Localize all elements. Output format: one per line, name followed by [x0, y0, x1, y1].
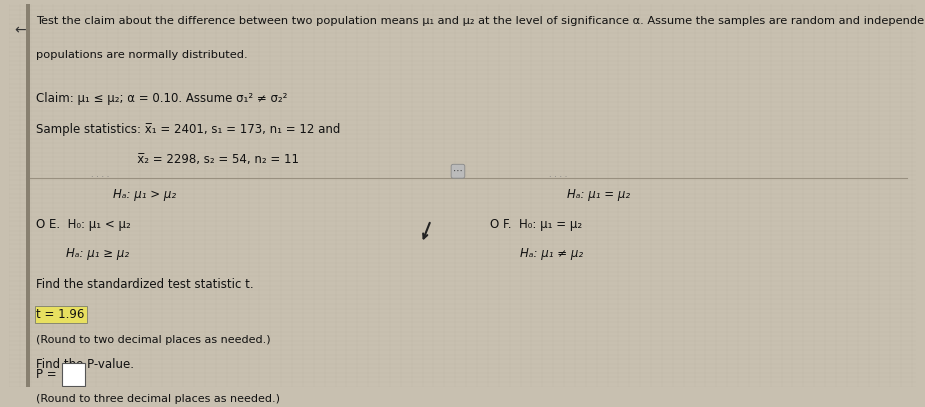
FancyBboxPatch shape — [26, 4, 31, 387]
Text: Find the standardized test statistic t.: Find the standardized test statistic t. — [36, 278, 254, 291]
Text: ⋯: ⋯ — [453, 166, 462, 176]
Text: (Round to three decimal places as needed.): (Round to three decimal places as needed… — [36, 394, 280, 404]
Text: O F.  H₀: μ₁ = μ₂: O F. H₀: μ₁ = μ₂ — [489, 218, 582, 231]
FancyBboxPatch shape — [62, 363, 85, 385]
Text: x̅₂ = 2298, s₂ = 54, n₂ = 11: x̅₂ = 2298, s₂ = 54, n₂ = 11 — [36, 153, 300, 166]
Text: · · · ·: · · · · — [91, 173, 109, 182]
Text: Find the P-value.: Find the P-value. — [36, 358, 134, 371]
Text: Claim: μ₁ ≤ μ₂; α = 0.10. Assume σ₁² ≠ σ₂²: Claim: μ₁ ≤ μ₂; α = 0.10. Assume σ₁² ≠ σ… — [36, 92, 288, 105]
Text: (Round to two decimal places as needed.): (Round to two decimal places as needed.) — [36, 335, 271, 345]
Text: populations are normally distributed.: populations are normally distributed. — [36, 50, 248, 60]
Text: Hₐ: μ₁ > μ₂: Hₐ: μ₁ > μ₂ — [114, 188, 177, 201]
Text: · · · ·: · · · · — [549, 173, 567, 182]
Text: Hₐ: μ₁ ≥ μ₂: Hₐ: μ₁ ≥ μ₂ — [36, 247, 130, 260]
Text: Sample statistics: x̅₁ = 2401, s₁ = 173, n₁ = 12 and: Sample statistics: x̅₁ = 2401, s₁ = 173,… — [36, 123, 340, 136]
Text: O E.  H₀: μ₁ < μ₂: O E. H₀: μ₁ < μ₂ — [36, 218, 131, 231]
Text: Hₐ: μ₁ = μ₂: Hₐ: μ₁ = μ₂ — [567, 188, 630, 201]
Text: ←: ← — [14, 23, 25, 37]
Text: P =: P = — [36, 368, 57, 381]
Text: Test the claim about the difference between two population means μ₁ and μ₂ at th: Test the claim about the difference betw… — [36, 15, 925, 26]
Text: t = 1.96: t = 1.96 — [36, 308, 85, 321]
Text: Hₐ: μ₁ ≠ μ₂: Hₐ: μ₁ ≠ μ₂ — [489, 247, 583, 260]
